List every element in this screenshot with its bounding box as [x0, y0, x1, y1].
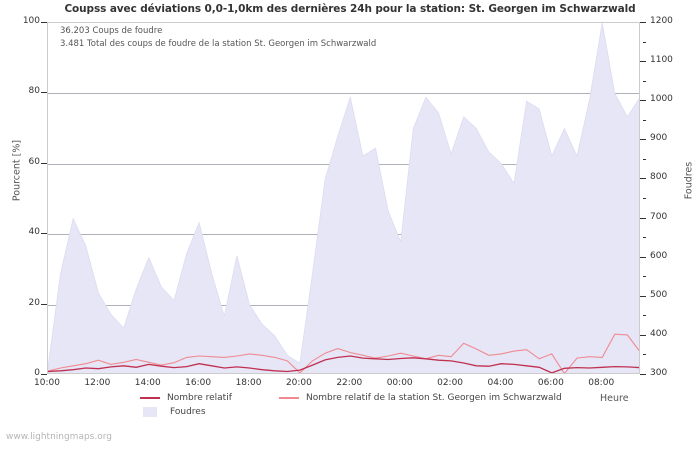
legend-swatch-box-icon	[143, 407, 157, 417]
area-series-foudres	[48, 23, 639, 373]
x-axis-tick-label: 06:00	[537, 378, 564, 388]
y-axis-right-minor-tick	[643, 276, 646, 277]
x-axis-tick-label: 00:00	[386, 378, 413, 388]
y-axis-left-label: Pourcent [%]	[11, 139, 23, 202]
y-axis-right-tick-mark	[640, 22, 646, 23]
x-axis-tick-label: 08:00	[588, 378, 615, 388]
y-axis-left-tick-label: 100	[22, 16, 40, 26]
y-axis-left-tick-mark	[41, 374, 47, 375]
legend-swatch-line-icon	[140, 397, 160, 399]
legend-row-1: Nombre relatif Nombre relatif de la stat…	[140, 391, 580, 405]
legend-swatch-line-icon	[279, 397, 299, 399]
line-series-station-relative	[48, 333, 639, 373]
y-axis-right-minor-tick	[643, 159, 646, 160]
y-axis-right-tick-label: 400	[650, 328, 668, 339]
y-axis-left-tick-label: 40	[28, 227, 40, 238]
gridline	[48, 93, 639, 94]
legend-row-2: Foudres	[140, 405, 580, 419]
legend-item-foudres[interactable]: Foudres	[140, 405, 206, 419]
x-axis-tick-label: 20:00	[285, 378, 312, 388]
y-axis-right-tick-label: 500	[650, 289, 668, 300]
legend-item-nombre-relatif[interactable]: Nombre relatif	[140, 391, 232, 405]
x-axis-tick-label: 16:00	[185, 378, 212, 388]
y-axis-left-tick-label: 60	[28, 156, 40, 167]
y-axis-right-tick-label: 1000	[650, 94, 673, 105]
legend-item-nombre-relatif-station[interactable]: Nombre relatif de la station St. Georgen…	[279, 391, 562, 405]
y-axis-right-tick-mark	[640, 296, 646, 297]
y-axis-right-tick-mark	[640, 178, 646, 179]
plot-area: 36.203 Coups de foudre 3.481 Total des c…	[47, 22, 640, 374]
y-axis-right-minor-tick	[643, 198, 646, 199]
x-axis-tick-label: 02:00	[437, 378, 464, 388]
y-axis-right-minor-tick	[643, 237, 646, 238]
y-axis-right-tick-mark	[640, 218, 646, 219]
x-axis-tick-label: 04:00	[487, 378, 514, 388]
y-axis-right-minor-tick	[643, 315, 646, 316]
annotation-total-strokes: 36.203 Coups de foudre	[60, 26, 163, 36]
y-axis-right-minor-tick	[643, 42, 646, 43]
y-axis-right-tick-label: 800	[650, 172, 668, 183]
x-axis-tick-label: 22:00	[336, 378, 363, 388]
y-axis-left-tick-mark	[41, 233, 47, 234]
y-axis-right-tick-label: 1100	[650, 55, 673, 66]
y-axis-left-tick-label: 20	[28, 297, 40, 308]
y-axis-left-tick-mark	[41, 22, 47, 23]
y-axis-right-label: Foudres	[683, 161, 695, 200]
y-axis-right-minor-tick	[643, 81, 646, 82]
annotation-station-strokes: 3.481 Total des coups de foudre de la st…	[60, 39, 377, 49]
legend-label: Foudres	[170, 407, 206, 417]
y-axis-right-tick-mark	[640, 335, 646, 336]
y-axis-left-tick-mark	[41, 163, 47, 164]
y-axis-right-tick-mark	[640, 139, 646, 140]
chart-legend: Nombre relatif Nombre relatif de la stat…	[140, 391, 580, 419]
x-axis-label: Heure	[600, 393, 629, 404]
x-axis-tick-label: 12:00	[84, 378, 111, 388]
y-axis-right-tick-label: 600	[650, 250, 668, 261]
watermark: www.lightningmaps.org	[6, 432, 112, 442]
y-axis-left-tick-label: 0	[34, 368, 40, 378]
legend-label: Nombre relatif de la station St. Georgen…	[306, 393, 562, 403]
y-axis-right-minor-tick	[643, 120, 646, 121]
x-axis-tick-label: 18:00	[235, 378, 262, 388]
legend-label: Nombre relatif	[167, 393, 232, 403]
y-axis-right-tick-label: 900	[650, 133, 668, 144]
y-axis-right-tick-mark	[640, 374, 646, 375]
x-axis-tick-label: 10:00	[34, 378, 60, 388]
y-axis-right-tick-label: 300	[650, 368, 668, 378]
y-axis-left-tick-mark	[41, 304, 47, 305]
y-axis-right-tick-label: 700	[650, 211, 668, 222]
line-series-relative	[48, 355, 639, 373]
y-axis-right-minor-tick	[643, 354, 646, 355]
x-axis-tick-label: 14:00	[134, 378, 161, 388]
y-axis-right-tick-mark	[640, 257, 646, 258]
y-axis-left-tick-label: 80	[28, 86, 40, 97]
page-title: Coupss avec déviations 0,0-1,0km des der…	[64, 3, 636, 15]
chart-canvas	[48, 23, 639, 373]
y-axis-right-tick-mark	[640, 61, 646, 62]
y-axis-right-tick-label: 1200	[650, 16, 673, 26]
y-axis-right-tick-mark	[640, 100, 646, 101]
y-axis-left-tick-mark	[41, 92, 47, 93]
